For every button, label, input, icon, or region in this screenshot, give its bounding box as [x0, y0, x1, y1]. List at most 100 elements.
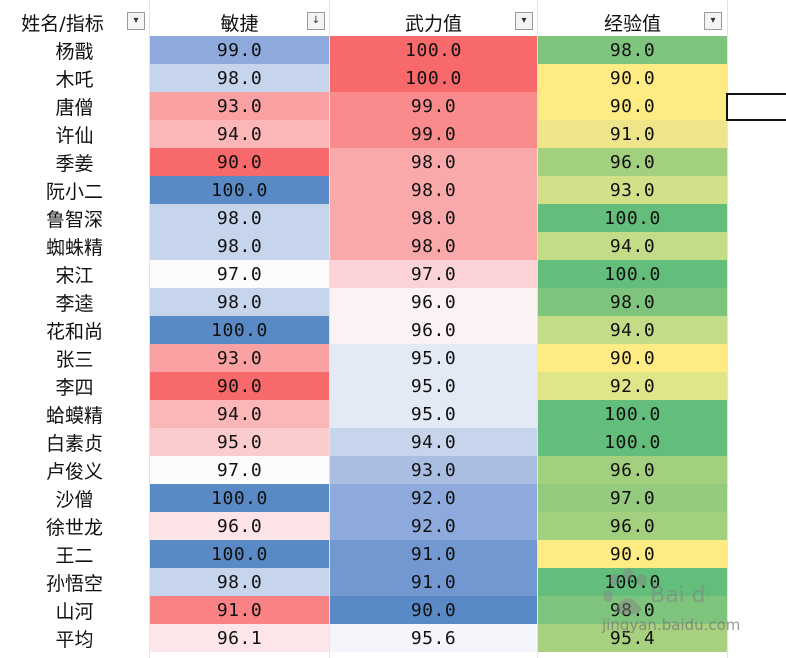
force-cell[interactable]: 96.0 [330, 316, 537, 344]
row-name-cell[interactable]: 杨戬 [55, 40, 94, 63]
agility-cell[interactable]: 98.0 [150, 288, 329, 316]
exp-cell[interactable]: 92.0 [538, 372, 727, 400]
force-cell[interactable]: 98.0 [330, 148, 537, 176]
filter-dropdown-icon[interactable]: ▾ [704, 12, 722, 30]
agility-cell[interactable]: 98.0 [150, 204, 329, 232]
force-cell[interactable]: 98.0 [330, 204, 537, 232]
row-name-cell[interactable]: 李逵 [55, 292, 94, 315]
agility-cell[interactable]: 91.0 [150, 596, 329, 624]
agility-cell[interactable]: 100.0 [150, 316, 329, 344]
exp-cell[interactable]: 90.0 [538, 540, 727, 568]
agility-cell[interactable]: 99.0 [150, 36, 329, 64]
force-cell[interactable]: 93.0 [330, 456, 537, 484]
row-name-cell[interactable]: 孙悟空 [45, 572, 103, 595]
force-cell[interactable]: 99.0 [330, 120, 537, 148]
exp-cell[interactable]: 100.0 [538, 260, 727, 288]
force-cell[interactable]: 95.0 [330, 372, 537, 400]
header-agility[interactable]: 敏捷 ↓ [150, 8, 329, 36]
exp-cell[interactable]: 95.4 [538, 624, 727, 652]
agility-cell[interactable]: 98.0 [150, 568, 329, 596]
agility-cell[interactable]: 90.0 [150, 372, 329, 400]
force-cell[interactable]: 96.0 [330, 288, 537, 316]
row-name-cell[interactable]: 沙僧 [55, 488, 94, 511]
selected-cell[interactable] [726, 93, 786, 121]
agility-cell[interactable]: 96.0 [150, 512, 329, 540]
sort-descending-filter-icon[interactable]: ↓ [307, 12, 325, 30]
exp-cell[interactable]: 98.0 [538, 596, 727, 624]
row-name-cell[interactable]: 宋江 [55, 264, 94, 287]
agility-cell[interactable]: 93.0 [150, 92, 329, 120]
force-cell[interactable]: 95.0 [330, 344, 537, 372]
exp-cell[interactable]: 96.0 [538, 512, 727, 540]
row-name-cell[interactable]: 李四 [55, 376, 94, 399]
exp-cell[interactable]: 93.0 [538, 176, 727, 204]
row-name-cell[interactable]: 蜘蛛精 [45, 236, 103, 259]
header-agility-label: 敏捷 [220, 12, 259, 35]
exp-cell[interactable]: 90.0 [538, 344, 727, 372]
force-cell[interactable]: 90.0 [330, 596, 537, 624]
row-name-cell[interactable]: 许仙 [55, 124, 94, 147]
exp-cell[interactable]: 100.0 [538, 400, 727, 428]
force-cell[interactable]: 91.0 [330, 540, 537, 568]
agility-cell[interactable]: 97.0 [150, 260, 329, 288]
force-cell[interactable]: 98.0 [330, 232, 537, 260]
force-cell[interactable]: 95.6 [330, 624, 537, 652]
row-name-cell[interactable]: 季姜 [55, 152, 94, 175]
exp-cell[interactable]: 98.0 [538, 288, 727, 316]
exp-cell[interactable]: 96.0 [538, 148, 727, 176]
agility-cell[interactable]: 94.0 [150, 120, 329, 148]
column-divider [149, 0, 150, 658]
row-name-cell[interactable]: 蛤蟆精 [45, 404, 103, 427]
exp-cell[interactable]: 94.0 [538, 316, 727, 344]
row-name-cell[interactable]: 卢俊义 [45, 460, 103, 483]
force-cell[interactable]: 100.0 [330, 64, 537, 92]
agility-cell[interactable]: 100.0 [150, 540, 329, 568]
row-name-cell[interactable]: 鲁智深 [45, 208, 103, 231]
row-name-cell[interactable]: 张三 [55, 348, 94, 371]
header-force[interactable]: 武力值 ▾ [330, 8, 537, 36]
agility-cell[interactable]: 93.0 [150, 344, 329, 372]
row-name-cell[interactable]: 白素贞 [45, 432, 103, 455]
row-name-cell[interactable]: 木吒 [55, 68, 94, 91]
force-cell[interactable]: 98.0 [330, 176, 537, 204]
agility-cell[interactable]: 100.0 [150, 176, 329, 204]
force-cell[interactable]: 92.0 [330, 512, 537, 540]
exp-cell[interactable]: 90.0 [538, 64, 727, 92]
exp-cell[interactable]: 98.0 [538, 36, 727, 64]
exp-cell[interactable]: 100.0 [538, 568, 727, 596]
exp-cell[interactable]: 90.0 [538, 92, 727, 120]
force-cell[interactable]: 92.0 [330, 484, 537, 512]
header-exp[interactable]: 经验值 ▾ [538, 8, 727, 36]
exp-cell[interactable]: 96.0 [538, 456, 727, 484]
filter-dropdown-icon[interactable]: ▾ [515, 12, 533, 30]
agility-cell[interactable]: 95.0 [150, 428, 329, 456]
force-cell[interactable]: 97.0 [330, 260, 537, 288]
agility-cell[interactable]: 96.1 [150, 624, 329, 652]
exp-cell[interactable]: 97.0 [538, 484, 727, 512]
row-name-cell[interactable]: 平均 [55, 628, 94, 651]
force-cell[interactable]: 99.0 [330, 92, 537, 120]
filter-dropdown-icon[interactable]: ▾ [127, 12, 145, 30]
agility-cell[interactable]: 94.0 [150, 400, 329, 428]
agility-cell[interactable]: 90.0 [150, 148, 329, 176]
column-divider [329, 0, 330, 658]
agility-cell[interactable]: 100.0 [150, 484, 329, 512]
force-cell[interactable]: 94.0 [330, 428, 537, 456]
exp-cell[interactable]: 100.0 [538, 428, 727, 456]
exp-cell[interactable]: 100.0 [538, 204, 727, 232]
exp-cell[interactable]: 91.0 [538, 120, 727, 148]
force-cell[interactable]: 100.0 [330, 36, 537, 64]
row-name-cell[interactable]: 花和尚 [45, 320, 103, 343]
agility-cell[interactable]: 98.0 [150, 232, 329, 260]
force-cell[interactable]: 91.0 [330, 568, 537, 596]
row-name-cell[interactable]: 阮小二 [45, 180, 103, 203]
row-name-cell[interactable]: 山河 [55, 600, 94, 623]
row-name-cell[interactable]: 徐世龙 [45, 516, 103, 539]
exp-cell[interactable]: 94.0 [538, 232, 727, 260]
row-name-cell[interactable]: 唐僧 [55, 96, 94, 119]
agility-cell[interactable]: 97.0 [150, 456, 329, 484]
force-cell[interactable]: 95.0 [330, 400, 537, 428]
row-name-cell[interactable]: 王二 [55, 544, 94, 567]
agility-cell[interactable]: 98.0 [150, 64, 329, 92]
header-name[interactable]: 姓名/指标 ▾ [0, 8, 149, 36]
